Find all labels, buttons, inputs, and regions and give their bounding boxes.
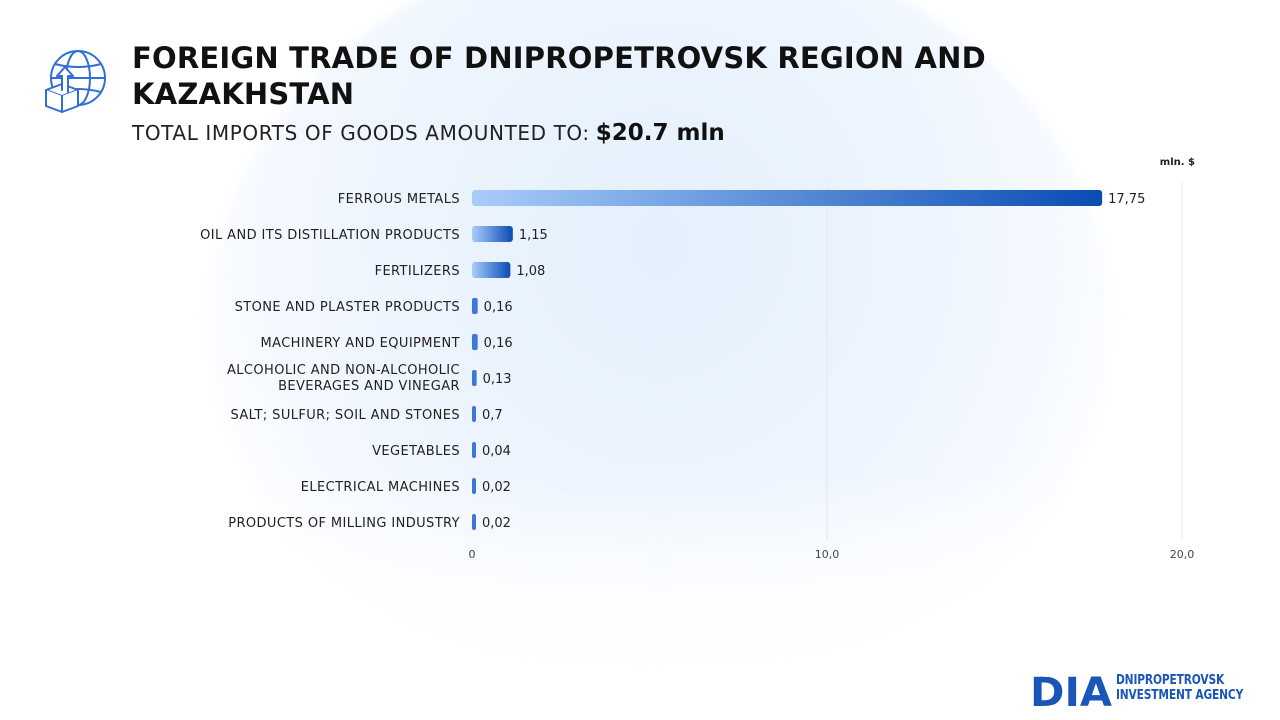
background-fade — [0, 470, 1280, 720]
value-label: 0,7 — [482, 408, 503, 423]
subtitle-amount: $20.7 mln — [595, 120, 725, 146]
category-label: FERTILIZERS — [375, 264, 460, 279]
category-label: MACHINERY AND EQUIPMENT — [261, 336, 460, 351]
x-tick-label: 10,0 — [815, 548, 840, 561]
category-label: OIL AND ITS DISTILLATION PRODUCTS — [200, 228, 460, 243]
value-label: 0,02 — [482, 480, 511, 495]
bar — [472, 442, 476, 458]
bar — [472, 514, 476, 530]
value-label: 1,15 — [519, 228, 548, 243]
category-label: ELECTRICAL MACHINES — [301, 480, 460, 495]
category-label: FERROUS METALS — [338, 192, 460, 207]
bar — [472, 370, 477, 386]
bar — [472, 334, 478, 350]
value-label: 17,75 — [1108, 192, 1145, 207]
logo-line-2: INVESTMENT AGENCY — [1116, 688, 1244, 703]
value-label: 0,02 — [482, 516, 511, 531]
value-label: 1,08 — [516, 264, 545, 279]
imports-bar-chart: 0 10,0 20,0 17,75 FERROUS METALS 1,15 OIL AND … — [200, 157, 1195, 561]
logo-line-1: DNIPROPETROVSK — [1116, 673, 1225, 688]
category-label: SALT; SULFUR; SOIL AND STONES — [230, 408, 460, 423]
category-label: VEGETABLES — [372, 444, 460, 459]
category-label: PRODUCTS OF MILLING INDUSTRY — [228, 516, 460, 531]
unit-label: mln. $ — [1160, 157, 1195, 168]
category-label: ALCOHOLIC AND NON-ALCOHOLIC BEVERAGES AND… — [227, 363, 460, 394]
category-label: STONE AND PLASTER PRODUCTS — [235, 300, 460, 315]
globe-export-box-icon — [45, 50, 106, 113]
subtitle-prefix: TOTAL IMPORTS OF GOODS AMOUNTED TO: — [132, 121, 590, 145]
value-label: 0,16 — [484, 336, 513, 351]
value-label: 0,16 — [484, 300, 513, 315]
bar — [472, 298, 478, 314]
bar — [472, 478, 476, 494]
logo-mark-text: DIA — [1030, 670, 1112, 708]
value-label: 0,13 — [483, 372, 512, 387]
dia-logo: DIA DNIPROPETROVSK INVESTMENT AGENCY — [1030, 668, 1271, 708]
value-label: 0,04 — [482, 444, 511, 459]
dia-logo-mark: DIA — [1030, 670, 1112, 708]
bar — [472, 406, 476, 422]
x-tick-label: 0 — [469, 548, 476, 561]
bar — [472, 262, 511, 278]
page-subtitle: TOTAL IMPORTS OF GOODS AMOUNTED TO: $20.7… — [132, 120, 725, 146]
logo-text: DNIPROPETROVSK INVESTMENT AGENCY — [1116, 673, 1243, 703]
x-tick-label: 20,0 — [1170, 548, 1195, 561]
bar — [472, 190, 1103, 206]
page-title: FOREIGN TRADE OF DNIPROPETROVSK REGION A… — [132, 41, 986, 111]
bar — [472, 226, 513, 242]
